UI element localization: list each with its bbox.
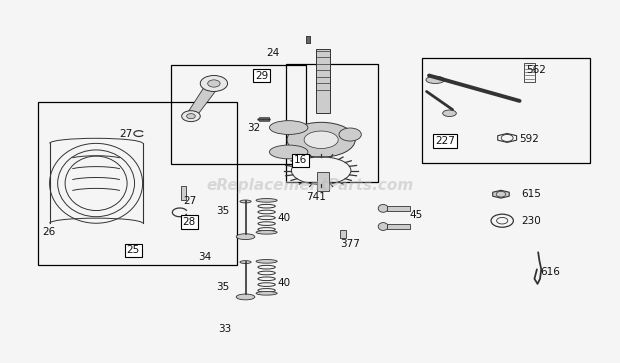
Bar (422, 58, 590, 163)
Ellipse shape (443, 110, 456, 117)
Ellipse shape (256, 231, 277, 234)
Circle shape (208, 80, 220, 87)
Text: 40: 40 (278, 213, 291, 223)
Bar (387, 206, 410, 211)
Polygon shape (185, 83, 221, 116)
Bar (170, 65, 306, 164)
Ellipse shape (236, 294, 255, 300)
Ellipse shape (378, 204, 388, 212)
Circle shape (187, 114, 195, 119)
Text: 45: 45 (409, 210, 422, 220)
Text: 27: 27 (184, 196, 197, 207)
Polygon shape (493, 190, 509, 198)
Text: 25: 25 (126, 245, 140, 256)
Ellipse shape (256, 260, 277, 263)
Text: eReplacementParts.com: eReplacementParts.com (206, 178, 414, 193)
Bar (259, 117, 269, 121)
Bar (38, 102, 237, 265)
Ellipse shape (378, 223, 388, 231)
Ellipse shape (256, 291, 277, 295)
Ellipse shape (256, 199, 277, 202)
Text: 27: 27 (119, 129, 132, 139)
Text: 230: 230 (521, 216, 541, 226)
Bar (340, 230, 346, 238)
Ellipse shape (236, 234, 255, 240)
Bar (317, 172, 329, 191)
Text: 377: 377 (340, 239, 360, 249)
Text: 40: 40 (278, 278, 291, 288)
Circle shape (182, 111, 200, 122)
Text: 16: 16 (293, 155, 307, 166)
Circle shape (200, 76, 228, 91)
Text: 24: 24 (267, 48, 280, 58)
Bar (286, 64, 378, 182)
Ellipse shape (426, 76, 445, 83)
Text: 32: 32 (247, 123, 260, 133)
Text: 592: 592 (520, 134, 539, 144)
Circle shape (339, 128, 361, 141)
Text: 34: 34 (198, 252, 211, 262)
Text: 28: 28 (182, 217, 196, 227)
Bar (306, 36, 310, 43)
Ellipse shape (240, 261, 251, 264)
Text: 616: 616 (541, 266, 560, 277)
Text: 562: 562 (526, 65, 546, 75)
Text: 33: 33 (218, 323, 231, 334)
Bar (181, 186, 186, 200)
Text: 741: 741 (306, 192, 326, 202)
Ellipse shape (270, 145, 308, 159)
Ellipse shape (304, 131, 339, 148)
Bar (316, 49, 330, 113)
Text: 615: 615 (521, 189, 541, 199)
Text: 35: 35 (216, 206, 229, 216)
Ellipse shape (270, 121, 308, 134)
Bar (387, 224, 410, 229)
Ellipse shape (240, 200, 251, 203)
Text: 227: 227 (435, 136, 455, 146)
Bar (524, 63, 535, 82)
Text: 29: 29 (255, 70, 268, 81)
Text: 26: 26 (42, 227, 55, 237)
Ellipse shape (287, 122, 355, 157)
Bar (306, 36, 310, 43)
Text: 35: 35 (216, 282, 229, 293)
